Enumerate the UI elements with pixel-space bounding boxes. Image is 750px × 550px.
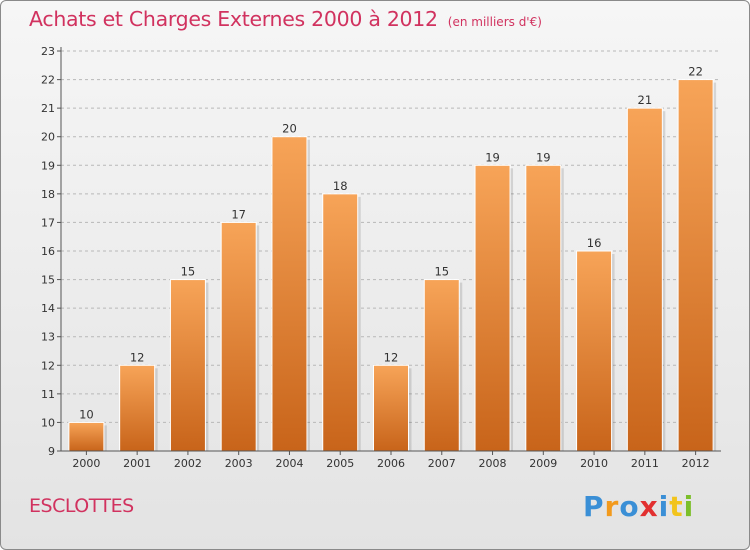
- bar: [220, 221, 257, 452]
- y-tick-label: 9: [48, 445, 55, 458]
- logo-letter: x: [639, 490, 659, 523]
- bar: [68, 421, 105, 452]
- bar: [169, 279, 206, 452]
- x-tick-label: 2003: [225, 457, 253, 470]
- y-tick-label: 11: [41, 388, 55, 401]
- bar-value-label: 12: [130, 350, 145, 364]
- x-tick-label: 2000: [72, 457, 100, 470]
- bar-value-label: 12: [384, 350, 399, 364]
- bar-value-label: 15: [181, 265, 196, 279]
- x-tick-label: 2004: [275, 457, 303, 470]
- y-axis-ticks: 9 10 11 12 13 14 15 16 17 18 19 20 21 22 23: [41, 45, 61, 458]
- y-tick-label: 23: [41, 45, 55, 58]
- bar: [423, 279, 460, 452]
- bar-value-label: 17: [231, 207, 246, 221]
- logo-letter: i: [683, 490, 695, 523]
- y-tick-label: 17: [41, 216, 55, 229]
- y-tick-label: 20: [41, 131, 55, 144]
- x-tick-label: 2007: [428, 457, 456, 470]
- x-tick-label: 2009: [529, 457, 557, 470]
- bar-value-label: 19: [536, 150, 551, 164]
- bar: [322, 193, 359, 452]
- y-tick-label: 13: [41, 331, 55, 344]
- bars: [68, 79, 714, 452]
- value-labels: 10 12 15 17 20 18 12 15 19 19 16 21 22: [79, 65, 703, 422]
- bar-value-label: 10: [79, 407, 94, 421]
- y-tick-label: 14: [41, 302, 55, 315]
- y-tick-label: 21: [41, 102, 55, 115]
- logo-letter: o: [619, 490, 640, 523]
- title-text: Achats et Charges Externes 2000 à 2012: [29, 7, 438, 31]
- bar: [373, 364, 409, 452]
- x-tick-label: 2011: [631, 457, 659, 470]
- x-tick-label: 2010: [580, 457, 608, 470]
- bar-value-label: 22: [688, 65, 703, 79]
- y-tick-label: 22: [41, 74, 55, 87]
- bar: [271, 136, 308, 452]
- bar: [576, 250, 613, 452]
- y-tick-label: 10: [41, 416, 55, 429]
- y-tick-label: 19: [41, 159, 55, 172]
- commune-name: ESCLOTTES: [29, 495, 134, 517]
- bar-value-label: 16: [587, 236, 602, 250]
- x-axis-ticks: 2000 2001 2002 2003 2004 2005 2006 2007 2008 2009…: [72, 451, 710, 470]
- bar: [677, 79, 714, 452]
- bar: [119, 364, 156, 452]
- logo-letter: P: [583, 490, 605, 523]
- y-tick-label: 16: [41, 245, 55, 258]
- chart-title: Achats et Charges Externes 2000 à 2012 (e…: [29, 7, 542, 31]
- bar: [525, 164, 562, 452]
- bar: [626, 107, 663, 452]
- y-tick-label: 12: [41, 359, 55, 372]
- y-tick-label: 18: [41, 188, 55, 201]
- bar-value-label: 19: [485, 150, 500, 164]
- bar-value-label: 15: [434, 265, 449, 279]
- x-tick-label: 2012: [682, 457, 710, 470]
- logo-letter: r: [604, 490, 620, 523]
- bar-value-label: 18: [333, 179, 348, 193]
- x-tick-label: 2005: [326, 457, 354, 470]
- bar-value-label: 21: [638, 93, 653, 107]
- x-tick-label: 2008: [479, 457, 507, 470]
- logo-letter: i: [658, 490, 670, 523]
- x-tick-label: 2001: [123, 457, 151, 470]
- proxiti-logo: Proxiti: [583, 490, 694, 523]
- bar: [474, 164, 511, 452]
- y-tick-label: 15: [41, 274, 55, 287]
- bar-value-label: 20: [282, 122, 297, 136]
- title-unit: (en milliers d'€): [447, 15, 542, 29]
- logo-letter: t: [669, 490, 684, 523]
- x-tick-label: 2002: [174, 457, 202, 470]
- x-tick-label: 2006: [377, 457, 405, 470]
